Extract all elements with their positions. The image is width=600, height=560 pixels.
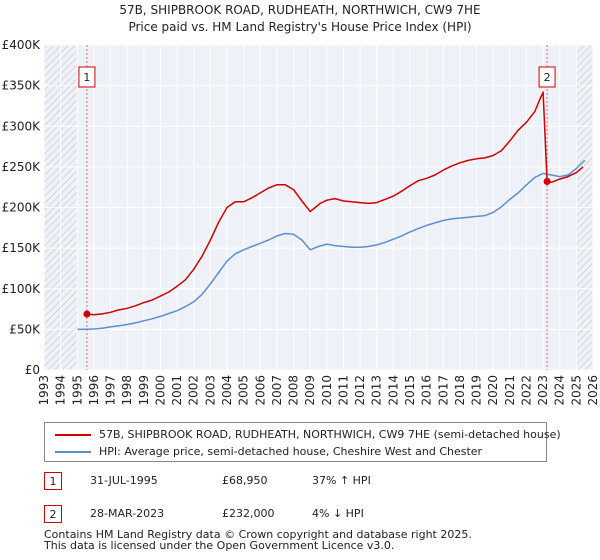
- y-tick-label: £300K: [2, 119, 42, 133]
- hpi-series-line: [77, 159, 586, 331]
- chart-title: 57B, SHIPBROOK ROAD, RUDHEATH, NORTHWICH…: [119, 3, 480, 17]
- x-tick-label: 2014: [386, 375, 400, 406]
- x-tick-label: 2021: [503, 375, 517, 406]
- x-tick-label: 2000: [153, 375, 167, 406]
- chart-subtitle: Price paid vs. HM Land Registry's House …: [128, 20, 471, 34]
- x-tick-label: 2022: [519, 375, 533, 406]
- y-tick-label: £200K: [2, 201, 42, 215]
- price-chart: 57B, SHIPBROOK ROAD, RUDHEATH, NORTHWICH…: [2, 3, 600, 406]
- x-tick-label: 2017: [436, 375, 450, 406]
- x-tick-label: 1996: [87, 375, 101, 406]
- transaction-badge: 1: [44, 472, 62, 490]
- x-tick-label: 2016: [420, 375, 434, 406]
- x-tick-label: 2013: [370, 375, 384, 406]
- legend-label-property: 57B, SHIPBROOK ROAD, RUDHEATH, NORTHWICH…: [99, 428, 561, 441]
- y-tick-label: £400K: [2, 38, 42, 52]
- x-tick-label: 2023: [536, 375, 550, 406]
- x-tick-label: 2011: [336, 375, 350, 406]
- y-tick-label: £0: [25, 363, 40, 377]
- transaction-hpi-change: 37% ↑ HPI: [312, 474, 371, 487]
- x-tick-label: 2026: [586, 375, 600, 406]
- transaction-point-2: [543, 178, 551, 185]
- x-tick-label: 2010: [320, 375, 334, 406]
- transaction-marker-label-1: 1: [83, 71, 90, 84]
- transaction-marker-box-1: [78, 66, 96, 88]
- legend-swatch-property: [55, 434, 91, 436]
- x-tick-label: 2006: [253, 375, 267, 406]
- y-tick-label: £150K: [2, 241, 42, 255]
- transaction-date: 31-JUL-1995: [90, 474, 158, 487]
- x-tick-label: 1994: [54, 375, 68, 406]
- legend-label-hpi: HPI: Average price, semi-detached house,…: [99, 445, 483, 458]
- x-tick-label: 2024: [553, 375, 567, 406]
- transaction-marker-box-2: [538, 66, 556, 88]
- x-tick-label: 1997: [104, 375, 118, 406]
- x-tick-label: 2009: [303, 375, 317, 406]
- x-tick-label: 2005: [237, 375, 251, 406]
- x-tick-label: 2012: [353, 375, 367, 406]
- transaction-price: £232,000: [222, 507, 275, 520]
- footer-copyright: Contains HM Land Registry data © Crown c…: [44, 528, 472, 541]
- property-series-line: [86, 91, 584, 316]
- x-tick-label: 1993: [37, 375, 51, 406]
- x-tick-label: 2003: [203, 375, 217, 406]
- x-tick-label: 1995: [70, 375, 84, 406]
- x-tick-label: 1999: [137, 375, 151, 406]
- x-tick-label: 2001: [170, 375, 184, 406]
- transaction-hpi-change: 4% ↓ HPI: [312, 507, 364, 520]
- footer: Contains HM Land Registry data © Crown c…: [44, 529, 472, 551]
- y-tick-label: £100K: [2, 282, 42, 296]
- transaction-price: £68,950: [222, 474, 268, 487]
- transaction-date: 28-MAR-2023: [90, 507, 165, 520]
- x-tick-label: 2007: [270, 375, 284, 406]
- x-tick-label: 2018: [453, 375, 467, 406]
- y-tick-label: £350K: [2, 79, 42, 93]
- x-tick-label: 2015: [403, 375, 417, 406]
- x-tick-label: 2002: [187, 375, 201, 406]
- legend: 57B, SHIPBROOK ROAD, RUDHEATH, NORTHWICH…: [44, 422, 561, 462]
- x-tick-label: 2008: [287, 375, 301, 406]
- x-tick-label: 2025: [569, 375, 583, 406]
- x-tick-label: 1998: [120, 375, 134, 406]
- legend-swatch-hpi: [55, 451, 91, 453]
- y-tick-label: £50K: [9, 322, 41, 336]
- x-tick-label: 2020: [486, 375, 500, 406]
- transaction-marker-label-2: 2: [544, 71, 551, 84]
- y-tick-label: £250K: [2, 160, 42, 174]
- transaction-point-1: [83, 310, 91, 318]
- footer-licence: This data is licensed under the Open Gov…: [44, 539, 395, 552]
- x-tick-label: 2004: [220, 375, 234, 406]
- transaction-badge: 2: [44, 505, 62, 523]
- x-tick-label: 2019: [470, 375, 484, 406]
